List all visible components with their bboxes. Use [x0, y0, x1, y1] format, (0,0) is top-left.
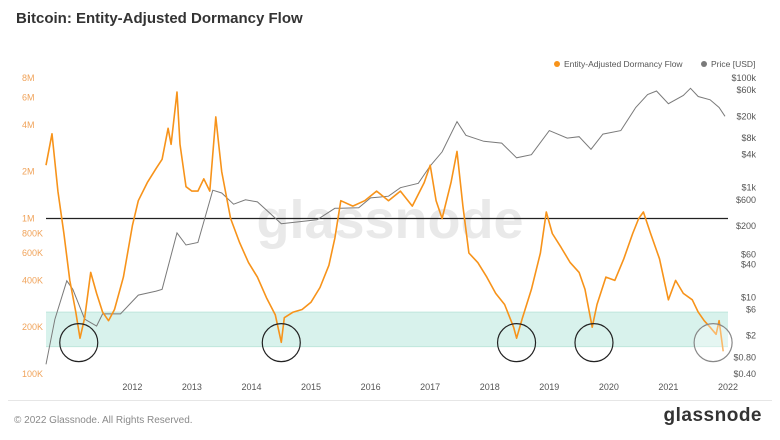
y-left-tick-label: 800K	[22, 229, 43, 239]
y-right-tick-label: $0.80	[733, 352, 756, 362]
y-right-tick-label: $100k	[731, 73, 756, 83]
footer-divider	[8, 400, 772, 401]
x-tick-label: 2013	[182, 382, 202, 392]
x-tick-label: 2014	[241, 382, 261, 392]
legend-price-marker	[701, 61, 707, 67]
y-right-tick-label: $4k	[741, 150, 756, 160]
band-zone	[46, 312, 728, 347]
chart: glassnode 2012 2013 2014 2015 2016 2017 2018 20…	[22, 59, 756, 392]
y-right-tick-label: $6	[746, 305, 756, 315]
glassnode-logo: glassnode	[663, 405, 762, 426]
x-tick-label: 2018	[480, 382, 500, 392]
highlight-circle-5	[693, 323, 733, 363]
y-left-tick-label: 4M	[22, 120, 35, 130]
x-tick-label: 2017	[420, 382, 440, 392]
x-tick-label: 2022	[718, 382, 738, 392]
y-left-tick-label: 100K	[22, 369, 43, 379]
legend-price-label: Price [USD]	[711, 59, 755, 69]
dormancy-series-line	[45, 91, 724, 352]
x-tick-label: 2021	[658, 382, 678, 392]
y-left-tick-label: 200K	[22, 322, 43, 332]
highlight-circle-2	[261, 323, 301, 363]
y-right-tick-label: $8k	[741, 133, 756, 143]
page-title: Bitcoin: Entity-Adjusted Dormancy Flow	[16, 10, 303, 27]
copyright-text: © 2022 Glassnode. All Rights Reserved.	[14, 415, 193, 426]
y-left-tick-label: 8M	[22, 73, 35, 83]
y-right-tick-label: $1k	[741, 183, 756, 193]
x-tick-label: 2012	[122, 382, 142, 392]
y-right-tick-label: $200	[736, 221, 756, 231]
y-left-tick-label: 400K	[22, 275, 43, 285]
y-left-tick-label: 600K	[22, 248, 43, 258]
y-right-tick-label: $60k	[736, 85, 756, 95]
legend: Entity-Adjusted Dormancy Flow Price [USD…	[554, 59, 755, 69]
y-right-tick-label: $40	[741, 259, 756, 269]
y-right-tick-label: $60	[741, 250, 756, 260]
highlight-circle-1	[59, 323, 99, 363]
x-tick-label: 2016	[361, 382, 381, 392]
y-right-tick-label: $10	[741, 292, 756, 302]
y-right-tick-label: $2	[746, 331, 756, 341]
legend-dormancy-label: Entity-Adjusted Dormancy Flow	[564, 59, 683, 69]
legend-dormancy-marker	[554, 61, 560, 67]
y-right-tick-label: $0.40	[733, 369, 756, 379]
x-tick-label: 2020	[599, 382, 619, 392]
y-left-tick-label: 2M	[22, 167, 35, 177]
price-series-line	[45, 87, 726, 365]
highlight-circle-3	[496, 323, 537, 363]
y-right-tick-label: $20k	[736, 111, 756, 121]
highlight-circle-4	[574, 323, 614, 363]
x-tick-label: 2015	[301, 382, 321, 392]
y-right-tick-label: $600	[736, 195, 756, 205]
x-tick-label: 2019	[539, 382, 559, 392]
y-left-tick-label: 6M	[22, 92, 35, 102]
y-left-tick-label: 1M	[22, 213, 35, 223]
